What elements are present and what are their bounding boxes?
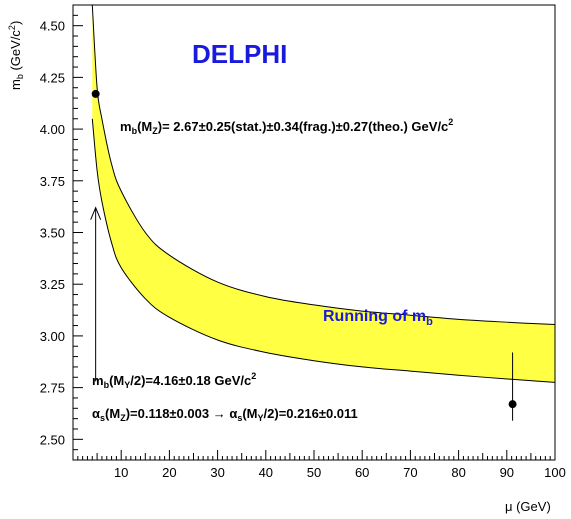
y-tick-label: 2.75: [40, 381, 65, 396]
x-tick-label: 90: [500, 465, 514, 480]
band-upper-edge: [91, 5, 555, 325]
y-tick-label: 3.50: [40, 226, 65, 241]
x-tick-label: 10: [114, 465, 128, 480]
data-point: [91, 89, 100, 98]
y-tick-label: 4.50: [40, 19, 65, 34]
x-tick-label: 60: [355, 465, 369, 480]
x-tick-label: 80: [451, 465, 465, 480]
y-tick-label: 4.00: [40, 122, 65, 137]
x-axis-title: μ (GeV): [505, 499, 551, 514]
mups-result-annotation: mb(MΥ/2)=4.16±0.18 GeV/c2: [92, 371, 256, 390]
band-group: [91, 5, 555, 383]
y-tick-label: 3.75: [40, 174, 65, 189]
axis-ticks: 10 20 30 40 50 60 70 80 90 100 2.50 2.75 3.00 3.25 3.5…: [40, 4, 566, 480]
y-tick-label: 3.25: [40, 277, 65, 292]
arrow-head: [90, 206, 102, 220]
data-points: [90, 89, 517, 421]
x-tick-label: 30: [210, 465, 224, 480]
x-tick-label: 40: [259, 465, 273, 480]
mz-result-annotation: mb(MZ)= 2.67±0.25(stat.)±0.34(frag.)±0.2…: [120, 117, 453, 136]
y-axis-title: mb (GeV/c2): [7, 21, 25, 90]
x-tick-label: 20: [162, 465, 176, 480]
data-point: [508, 400, 517, 409]
band-fill: [92, 5, 555, 383]
x-tick-label: 100: [544, 465, 566, 480]
chart-title: DELPHI: [192, 39, 287, 69]
x-tick-label: 50: [307, 465, 321, 480]
y-tick-label: 4.25: [40, 70, 65, 85]
band-label: Running of mb: [323, 308, 433, 328]
band-layer: [91, 5, 555, 383]
band-lower-edge: [91, 118, 555, 383]
y-tick-label: 3.00: [40, 329, 65, 344]
y-tick-label: 2.50: [40, 432, 65, 447]
x-tick-label: 70: [403, 465, 417, 480]
alpha-result-annotation: αs(MZ)=0.118±0.003 → αs(MΥ/2)=0.216±0.01…: [92, 406, 358, 423]
